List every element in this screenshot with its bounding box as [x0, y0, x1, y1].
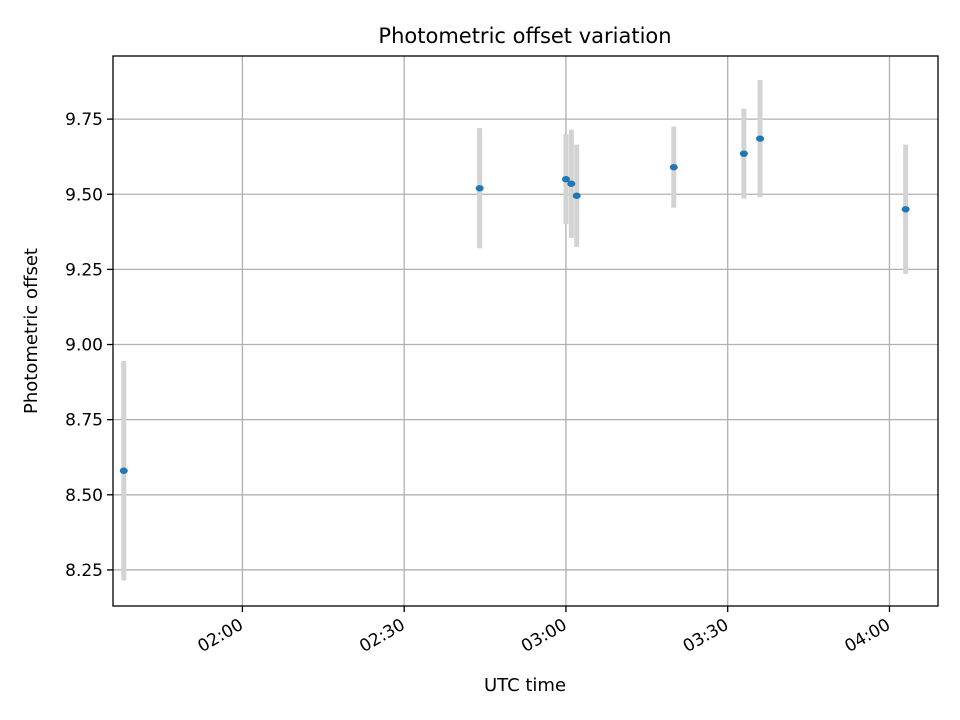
- x-axis-title: UTC time: [484, 675, 566, 696]
- y-axis-ticks: 8.25 8.50 8.75 9.00 9.25 9.50 9.75: [65, 110, 113, 581]
- data-point: [561, 176, 570, 183]
- y-tick-label: 8.25: [65, 561, 103, 581]
- data-point: [567, 180, 576, 187]
- x-tick-label: 02:00: [194, 615, 246, 657]
- y-tick-label: 8.75: [65, 411, 103, 431]
- chart-title: Photometric offset variation: [378, 24, 671, 48]
- x-tick-label: 03:30: [680, 615, 732, 657]
- x-tick-label: 04:00: [842, 615, 894, 657]
- data-point: [119, 467, 128, 474]
- data-points: [119, 135, 910, 474]
- y-tick-label: 8.50: [65, 486, 103, 506]
- error-bars: [121, 80, 909, 581]
- data-point: [739, 150, 748, 157]
- y-tick-label: 9.75: [65, 110, 103, 130]
- data-point: [475, 185, 484, 192]
- grid-lines: [113, 56, 938, 606]
- plot-area-frame: [112, 55, 939, 607]
- data-point: [901, 206, 910, 213]
- data-point: [572, 192, 581, 199]
- x-axis-ticks: 02:00 02:30 03:00 03:30 04:00: [194, 606, 894, 657]
- y-tick-label: 9.50: [65, 185, 103, 205]
- y-axis-title: Photometric offset: [21, 248, 42, 414]
- x-tick-label: 02:30: [356, 615, 408, 657]
- y-tick-label: 9.00: [65, 336, 103, 356]
- x-tick-label: 03:00: [518, 615, 570, 657]
- data-point: [756, 135, 765, 142]
- y-tick-label: 9.25: [65, 260, 103, 280]
- data-point: [669, 164, 678, 171]
